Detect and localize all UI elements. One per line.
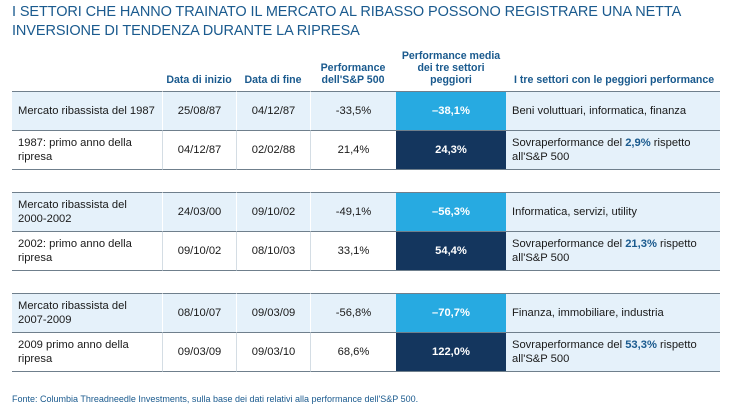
- period-label: Mercato ribassista del 1987: [12, 91, 162, 130]
- outperformance-value: 2,9%: [625, 137, 651, 149]
- outperformance-prefix: Sovraperformance del: [512, 137, 626, 149]
- outperformance-note: Sovraperformance del 53,3% rispetto all'…: [506, 332, 720, 372]
- end-date: 04/12/87: [236, 91, 310, 130]
- worst3-performance: 24,3%: [396, 130, 506, 170]
- outperformance-prefix: Sovraperformance del: [512, 339, 626, 351]
- start-date: 24/03/00: [162, 192, 236, 231]
- start-date: 09/03/09: [162, 332, 236, 372]
- worst3-performance: –70,7%: [396, 293, 506, 332]
- start-date: 09/10/02: [162, 231, 236, 271]
- source-footnote: Fonte: Columbia Threadneedle Investments…: [12, 394, 419, 404]
- table-row: 1987: primo anno della ripresa 04/12/87 …: [12, 130, 720, 170]
- start-date: 04/12/87: [162, 130, 236, 170]
- start-date: 08/10/07: [162, 293, 236, 332]
- start-date: 25/08/87: [162, 91, 236, 130]
- outperformance-note: Sovraperformance del 2,9% rispetto all'S…: [506, 130, 720, 170]
- period-label: 1987: primo anno della ripresa: [12, 130, 162, 170]
- worst3-sectors: Beni voluttuari, informatica, finanza: [506, 91, 720, 130]
- outperformance-suffix: rispetto all'S&P 500: [512, 238, 697, 264]
- header-worst3-performance: Performance media dei tre settori peggio…: [401, 50, 501, 86]
- worst3-sectors: Informatica, servizi, utility: [506, 192, 720, 231]
- header-row: Data di inizio Data di fine Performance …: [12, 50, 720, 91]
- table-row: 2009 primo anno della ripresa 09/03/09 0…: [12, 332, 720, 372]
- table-row: Mercato ribassista del 2007-2009 08/10/0…: [12, 293, 720, 332]
- outperformance-suffix: rispetto all'S&P 500: [512, 137, 691, 163]
- table-row: Mercato ribassista del 2000-2002 24/03/0…: [12, 192, 720, 231]
- worst3-performance: 122,0%: [396, 332, 506, 372]
- period-label: 2002: primo anno della ripresa: [12, 231, 162, 271]
- end-date: 08/10/03: [236, 231, 310, 271]
- table-row: 2002: primo anno della ripresa 09/10/02 …: [12, 231, 720, 271]
- outperformance-note: Sovraperformance del 21,3% rispetto all'…: [506, 231, 720, 271]
- sp500-performance: -56,8%: [310, 293, 396, 332]
- period-label: Mercato ribassista del 2007-2009: [12, 293, 162, 332]
- end-date: 09/10/02: [236, 192, 310, 231]
- group-spacer: [12, 170, 720, 192]
- bear-market-table: Data di inizio Data di fine Performance …: [12, 50, 720, 372]
- worst3-performance: –56,3%: [396, 192, 506, 231]
- end-date: 09/03/10: [236, 332, 310, 372]
- period-label: Mercato ribassista del 2000-2002: [12, 192, 162, 231]
- table-row: Mercato ribassista del 1987 25/08/87 04/…: [12, 91, 720, 130]
- sp500-performance: 68,6%: [310, 332, 396, 372]
- outperformance-value: 53,3%: [625, 339, 657, 351]
- header-start-date: Data di inizio: [166, 74, 232, 86]
- end-date: 09/03/09: [236, 293, 310, 332]
- period-label: 2009 primo anno della ripresa: [12, 332, 162, 372]
- header-label: [12, 50, 162, 91]
- worst3-performance: –38,1%: [396, 91, 506, 130]
- outperformance-suffix: rispetto all'S&P 500: [512, 339, 697, 365]
- header-sp500-performance: Performance dell'S&P 500: [320, 62, 386, 86]
- outperformance-value: 21,3%: [625, 238, 657, 250]
- group-spacer: [12, 271, 720, 293]
- sp500-performance: -33,5%: [310, 91, 396, 130]
- outperformance-prefix: Sovraperformance del: [512, 238, 626, 250]
- sp500-performance: 21,4%: [310, 130, 396, 170]
- sp500-performance: 33,1%: [310, 231, 396, 271]
- worst3-performance: 54,4%: [396, 231, 506, 271]
- end-date: 02/02/88: [236, 130, 310, 170]
- sp500-performance: -49,1%: [310, 192, 396, 231]
- page-title: I settori che hanno trainato il mercato …: [12, 4, 681, 39]
- header-worst3-sectors: I tre settori con le peggiori performanc…: [514, 74, 715, 86]
- header-end-date: Data di fine: [244, 74, 302, 86]
- worst3-sectors: Finanza, immobiliare, industria: [506, 293, 720, 332]
